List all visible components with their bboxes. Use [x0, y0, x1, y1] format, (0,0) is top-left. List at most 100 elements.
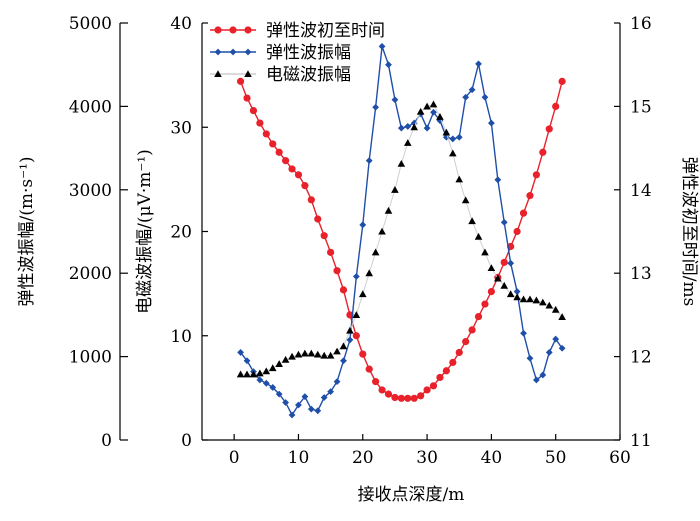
outer-left-tick-label: 0: [101, 431, 112, 451]
x-tick-label: 0: [229, 448, 240, 468]
inner-left-tick-label: 30: [170, 118, 192, 138]
legend-label: 电磁波振幅: [266, 65, 351, 85]
data-point: [410, 119, 418, 127]
data-point: [288, 165, 296, 173]
data-point: [533, 376, 540, 384]
data-point: [320, 232, 328, 240]
data-point: [282, 399, 289, 406]
plot-area: [236, 42, 566, 419]
data-point: [526, 295, 534, 303]
data-point: [339, 342, 348, 350]
data-point: [532, 171, 541, 179]
data-point: [359, 350, 367, 358]
data-point: [378, 386, 386, 394]
legend-marker: [229, 48, 237, 56]
data-point: [397, 159, 406, 167]
legend-item-em-amplitude: 电磁波振幅: [210, 65, 351, 85]
legend-marker: [214, 70, 222, 78]
data-point: [532, 296, 541, 304]
data-point: [519, 295, 528, 303]
series-first-arrival-time: [236, 77, 566, 402]
data-point: [539, 298, 547, 306]
legend-item-elastic-amplitude: 弹性波振幅: [210, 43, 351, 63]
outer-left-tick-label: 1000: [69, 348, 112, 368]
data-point: [455, 133, 463, 141]
inner-left-axis-title: 电磁波振幅/(μV·m⁻¹): [135, 149, 155, 314]
data-point: [487, 287, 495, 296]
data-point: [403, 139, 412, 146]
x-tick-label: 30: [416, 448, 438, 468]
x-axis-title: 接收点深度/m: [358, 485, 465, 505]
data-point: [558, 313, 566, 321]
data-point: [526, 354, 534, 362]
data-point: [269, 140, 277, 148]
x-tick-label: 60: [609, 448, 631, 468]
data-point: [391, 186, 399, 193]
data-point: [326, 351, 335, 359]
data-point: [269, 384, 277, 391]
data-point: [487, 119, 495, 127]
data-point: [475, 60, 482, 68]
data-point: [268, 364, 277, 372]
data-point: [301, 393, 309, 401]
data-point: [461, 196, 470, 204]
inner-left-tick-label: 0: [181, 431, 192, 451]
data-point: [494, 274, 502, 282]
data-point: [352, 332, 360, 340]
legend-marker: [244, 48, 252, 56]
series-elastic-amplitude: [237, 42, 566, 419]
data-point: [243, 370, 251, 378]
data-point: [500, 258, 508, 266]
data-point: [455, 348, 463, 357]
right-axis-title: 弹性波初至时间/ms: [679, 157, 699, 307]
data-point: [249, 370, 258, 378]
data-point: [307, 196, 315, 204]
data-point: [423, 386, 431, 394]
data-point: [442, 367, 450, 375]
data-point: [545, 125, 553, 133]
data-point: [275, 148, 283, 156]
data-point: [307, 349, 316, 357]
right-tick-label: 12: [630, 348, 652, 368]
data-point: [551, 305, 560, 313]
data-point: [314, 407, 322, 415]
data-point: [275, 360, 283, 367]
data-point: [513, 288, 521, 295]
data-point: [256, 376, 264, 384]
data-point: [500, 218, 508, 226]
outer-left-tick-label: 2000: [69, 264, 112, 284]
data-point: [314, 215, 322, 223]
data-point: [506, 290, 515, 298]
data-point: [275, 390, 283, 398]
data-point: [436, 373, 444, 382]
data-point: [340, 357, 347, 365]
data-point: [295, 401, 302, 409]
data-point: [358, 290, 367, 298]
right-tick-label: 13: [630, 264, 652, 284]
data-point: [481, 248, 489, 256]
data-point: [397, 394, 405, 402]
data-point: [423, 102, 431, 110]
data-point: [359, 221, 367, 229]
data-point: [243, 94, 251, 102]
data-point: [313, 350, 322, 358]
data-point: [378, 42, 386, 50]
data-point: [449, 149, 457, 157]
data-point: [288, 411, 296, 419]
data-point: [462, 93, 470, 101]
data-point: [281, 355, 290, 363]
data-point: [237, 349, 244, 356]
axes: 0 10 20 30 40 50 60 接收点深度/m 0 1000 2000 3000 4000 500…: [17, 14, 699, 505]
data-point: [545, 349, 553, 356]
right-tick-label: 15: [630, 97, 652, 117]
outer-left-tick-label: 3000: [69, 181, 112, 201]
data-point: [384, 390, 393, 398]
data-point: [249, 106, 258, 115]
data-point: [417, 392, 425, 400]
data-point: [301, 182, 309, 190]
legend-marker: [214, 26, 222, 34]
data-point: [333, 347, 341, 355]
data-point: [262, 130, 270, 138]
